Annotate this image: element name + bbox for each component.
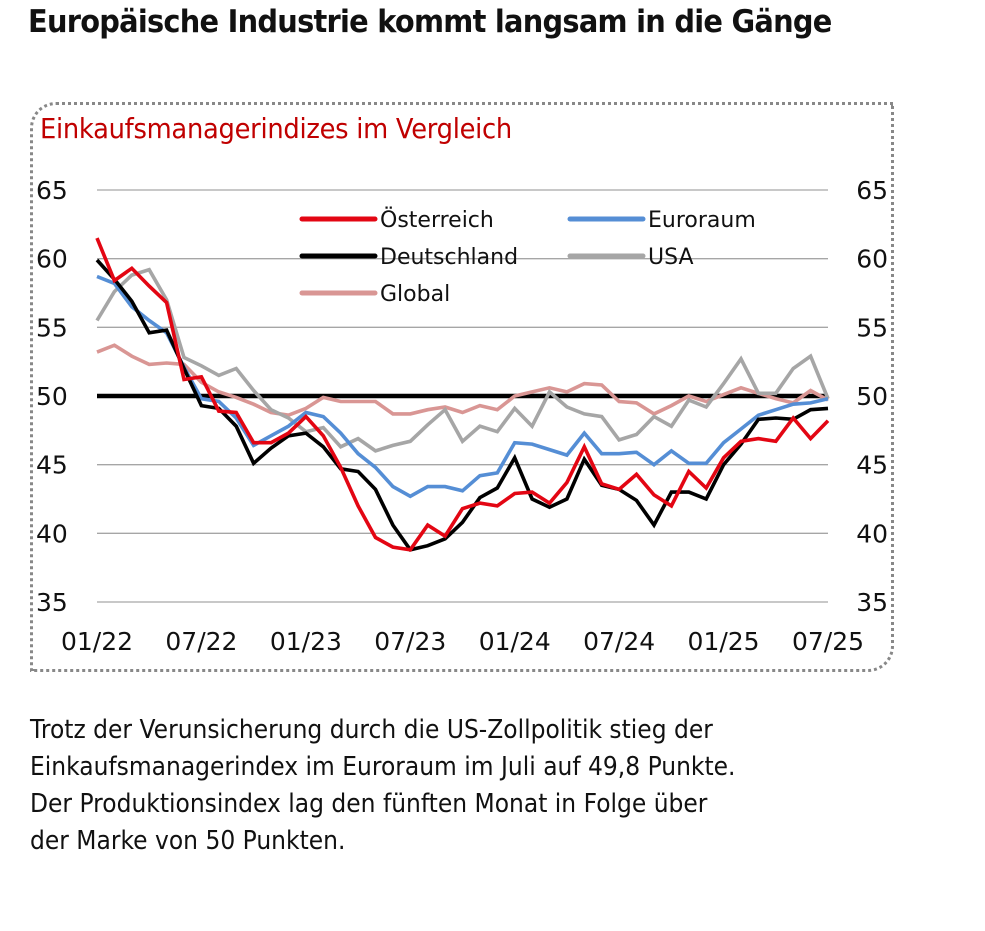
legend: Österreich Deutschland Global Euroraum USA: [299, 207, 756, 307]
x-tick-label: 07/24: [583, 627, 655, 656]
x-axis: 01/22 07/22 01/23 07/23 01/24 07/24 01/25 07/25: [61, 627, 864, 656]
series-lines: [95, 237, 830, 552]
y-tick-label-left: 45: [36, 451, 68, 480]
legend-label: Euroraum: [648, 208, 756, 233]
chart-frame: [30, 102, 894, 672]
y-tick-label-right: 60: [856, 245, 888, 274]
y-tick-label-left: 55: [36, 313, 68, 342]
y-tick-label-right: 65: [856, 176, 888, 205]
y-tick-label-left: 35: [36, 588, 68, 617]
y-tick-label-left: 40: [36, 519, 68, 548]
caption: Trotz der Verunsicherung durch die US-Zo…: [30, 712, 736, 860]
legend-label: Österreich: [380, 207, 494, 233]
y-tick-label-left: 65: [36, 176, 68, 205]
x-tick-label: 01/23: [270, 627, 342, 656]
chart-title: Einkaufsmanagerindizes im Vergleich: [40, 112, 512, 145]
y-tick-label-left: 50: [36, 382, 68, 411]
caption-line: der Marke von 50 Punkten.: [30, 826, 346, 856]
y-tick-label-left: 60: [36, 245, 68, 274]
caption-line: Einkaufsmanagerindex im Euroraum im Juli…: [30, 752, 736, 782]
y-tick-label-right: 50: [856, 382, 888, 411]
x-tick-label: 01/22: [61, 627, 133, 656]
x-tick-label: 01/24: [479, 627, 551, 656]
y-axis-right: 35 40 45 50 55 60 65: [856, 176, 888, 617]
y-tick-label-right: 35: [856, 588, 888, 617]
x-tick-label: 07/23: [374, 627, 446, 656]
caption-line: Trotz der Verunsicherung durch die US-Zo…: [30, 715, 713, 745]
series-line-deutschland: [95, 258, 829, 552]
series-line-global: [96, 343, 829, 418]
y-tick-label-right: 45: [856, 451, 888, 480]
series-line-sterreich: [95, 237, 830, 552]
legend-label: Global: [380, 282, 450, 307]
y-axis-left: 35 40 45 50 55 60 65: [36, 176, 68, 617]
legend-label: Deutschland: [380, 245, 518, 270]
line-chart: 35 40 45 50 55 60 65 35 40 45 50 55 60 65 01/22 07/22…: [36, 176, 888, 656]
y-tick-label-right: 55: [856, 313, 888, 342]
x-tick-label: 01/25: [688, 627, 760, 656]
caption-line: Der Produktionsindex lag den fünften Mon…: [30, 789, 708, 819]
series-line-usa: [95, 267, 830, 453]
legend-label: USA: [648, 245, 694, 270]
x-tick-label: 07/25: [792, 627, 864, 656]
x-tick-label: 07/22: [165, 627, 237, 656]
headline: Europäische Industrie kommt langsam in d…: [28, 4, 832, 40]
series-line-euroraum: [96, 274, 829, 499]
y-tick-label-right: 40: [856, 519, 888, 548]
